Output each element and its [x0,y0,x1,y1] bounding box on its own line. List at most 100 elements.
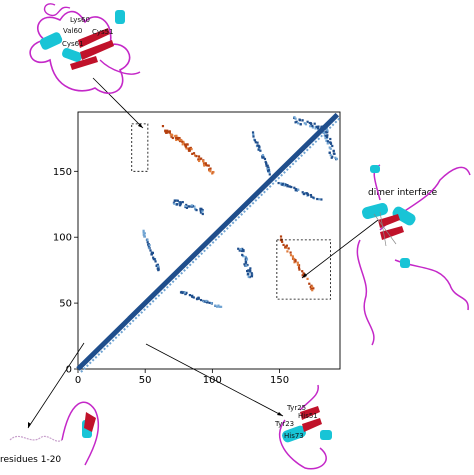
intra-block-2-cell-mirror [302,192,306,196]
intra-block-2-cell [261,154,265,157]
intra-block-2-cell-mirror [305,192,308,195]
inter-block-2-cell [311,289,314,292]
inter-block-1-cell [190,148,193,151]
intra-block-0-cell [146,241,149,244]
residues-label: residues 1-20 [0,455,61,465]
inter-block-2-cell [298,268,301,271]
intra-block-2-cell-mirror [293,186,296,189]
inter-block-2-cell [294,259,297,262]
inter-block-1-cell [211,172,214,175]
intra-block-3-cell-mirror [325,131,328,134]
inter-block-1-cell [187,148,191,151]
intra-block-1-cell-mirror [243,263,246,266]
y-tick-label-1: 50 [59,299,72,310]
inter-block-0-cell [168,131,171,134]
intra-block-1-cell [188,205,191,208]
intra-block-3-cell-mirror [325,136,329,140]
intra-block-3-cell [293,116,296,119]
inter-block-2-cell [279,235,283,238]
arrowhead-dimer [302,273,307,278]
intra-block-0-cell-mirror [217,304,220,307]
inter-block-2-cell [309,286,312,289]
intra-block-1-cell-mirror [250,272,253,275]
inter-block-2-cell [292,257,295,261]
intra-block-1-cell [201,212,204,216]
intra-block-1-cell-mirror [245,258,249,261]
y-tick-label-2: 100 [53,233,72,244]
x-tick-label-0: 0 [75,375,81,386]
inter-block-2-cell [289,251,292,254]
y-tick-label-3: 150 [53,167,72,178]
inter-block-2-cell [296,263,300,266]
intra-block-3-cell [315,125,318,128]
intra-block-0-cell-mirror [219,305,223,308]
intra-block-0-cell-mirror [218,305,221,308]
intra-block-2-cell-mirror [301,191,304,194]
inter-block-2-cell [286,250,289,253]
intra-block-3-cell-mirror [326,134,329,137]
intra-block-2-cell [252,135,255,138]
inter-block-1-cell [186,143,189,146]
intra-block-0-cell-mirror [214,304,217,307]
inter-block-1-cell [212,170,215,174]
arrowhead-bottom [277,412,283,416]
intra-block-1-cell-mirror [237,247,240,250]
intra-block-1-cell [199,209,202,212]
inter-block-1-cell [209,167,212,170]
inter-block-1-cell [202,160,205,163]
inter-block-2-cell [287,247,290,250]
x-axis-ticks: 0 50 100 150 [75,369,289,386]
intra-block-2-cell-mirror [290,185,293,189]
intra-block-1-cell [181,201,184,204]
intra-block-2-cell [266,164,269,167]
inter-block-2-cell [284,245,287,248]
intra-block-3-cell-mirror [329,154,332,157]
intra-block-1-cell-mirror [247,275,250,278]
intra-block-3-cell [311,126,314,129]
intra-block-3-cell [317,125,320,128]
label-lys60: Lys60 [70,16,90,24]
inter-block-0-cell [174,134,177,138]
inter-block-0-cell [178,136,181,140]
label-tyr23: Tyr23 [274,420,294,428]
intra-block-3-cell [311,124,314,128]
inter-block-1-cell [208,169,211,172]
protein-structure-bottom-left-icon [9,401,100,466]
inter-block-2-cell [289,254,293,257]
inter-block-1-cell [206,164,209,167]
label-his51: His51 [298,412,318,420]
inter-block-1-cell [189,146,192,150]
intra-block-3-cell-mirror [326,140,330,143]
intra-block-2 [251,131,323,201]
inter-block-0 [161,125,188,150]
inter-block-1-cell [194,154,197,157]
inter-block-0-cell [166,131,169,134]
intra-block-1-cell [201,208,204,212]
intra-block-3-cell-mirror [326,142,329,145]
intra-block-1-cell-mirror [250,274,253,277]
inter-block-1-cell [197,158,200,161]
inter-block-1-cell [198,159,201,163]
intra-block-2-cell [267,169,270,172]
intra-block-3-cell [297,122,300,125]
inter-block-0-cell [179,139,182,143]
inter-block-0-cell [161,125,165,128]
intra-block-1-cell [201,210,204,213]
inter-block-0-cell [168,130,171,133]
intra-block-1-cell [189,205,192,208]
arrowheads [28,123,307,428]
intra-block-2-cell [265,164,268,167]
intra-block-0-cell-mirror [192,296,195,299]
inter-block-2-cell [312,287,315,290]
annotation-lines [27,77,379,429]
intra-block-1-cell [179,201,182,204]
inter-block-0-cell [164,130,167,133]
intra-block-0-cell-mirror [191,295,194,298]
inter-block-0-cell [183,143,187,146]
diagonal-edge-0 [80,116,342,373]
intra-block-2-cell-mirror [286,185,289,188]
intra-block-1-cell [184,204,187,208]
arrow-residues [27,342,85,429]
inter-block-2-cell [285,244,288,247]
inter-block-2-cell [294,260,297,263]
